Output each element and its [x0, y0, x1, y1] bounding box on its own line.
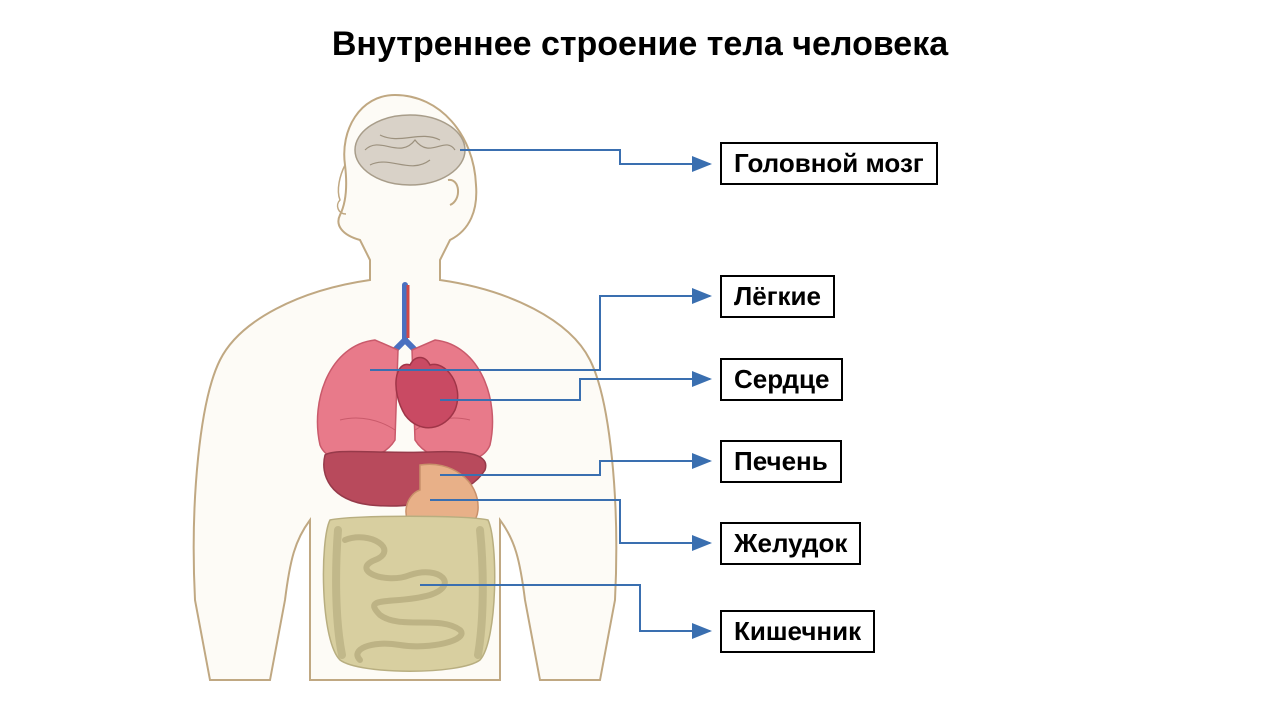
label-heart: Сердце — [720, 358, 843, 401]
label-liver: Печень — [720, 440, 842, 483]
label-brain: Головной мозг — [720, 142, 938, 185]
label-intestine: Кишечник — [720, 610, 875, 653]
label-lungs: Лёгкие — [720, 275, 835, 318]
label-stomach: Желудок — [720, 522, 861, 565]
organ-brain — [355, 115, 465, 185]
anatomy-canvas — [0, 0, 1280, 720]
organ-intestine — [323, 516, 494, 671]
